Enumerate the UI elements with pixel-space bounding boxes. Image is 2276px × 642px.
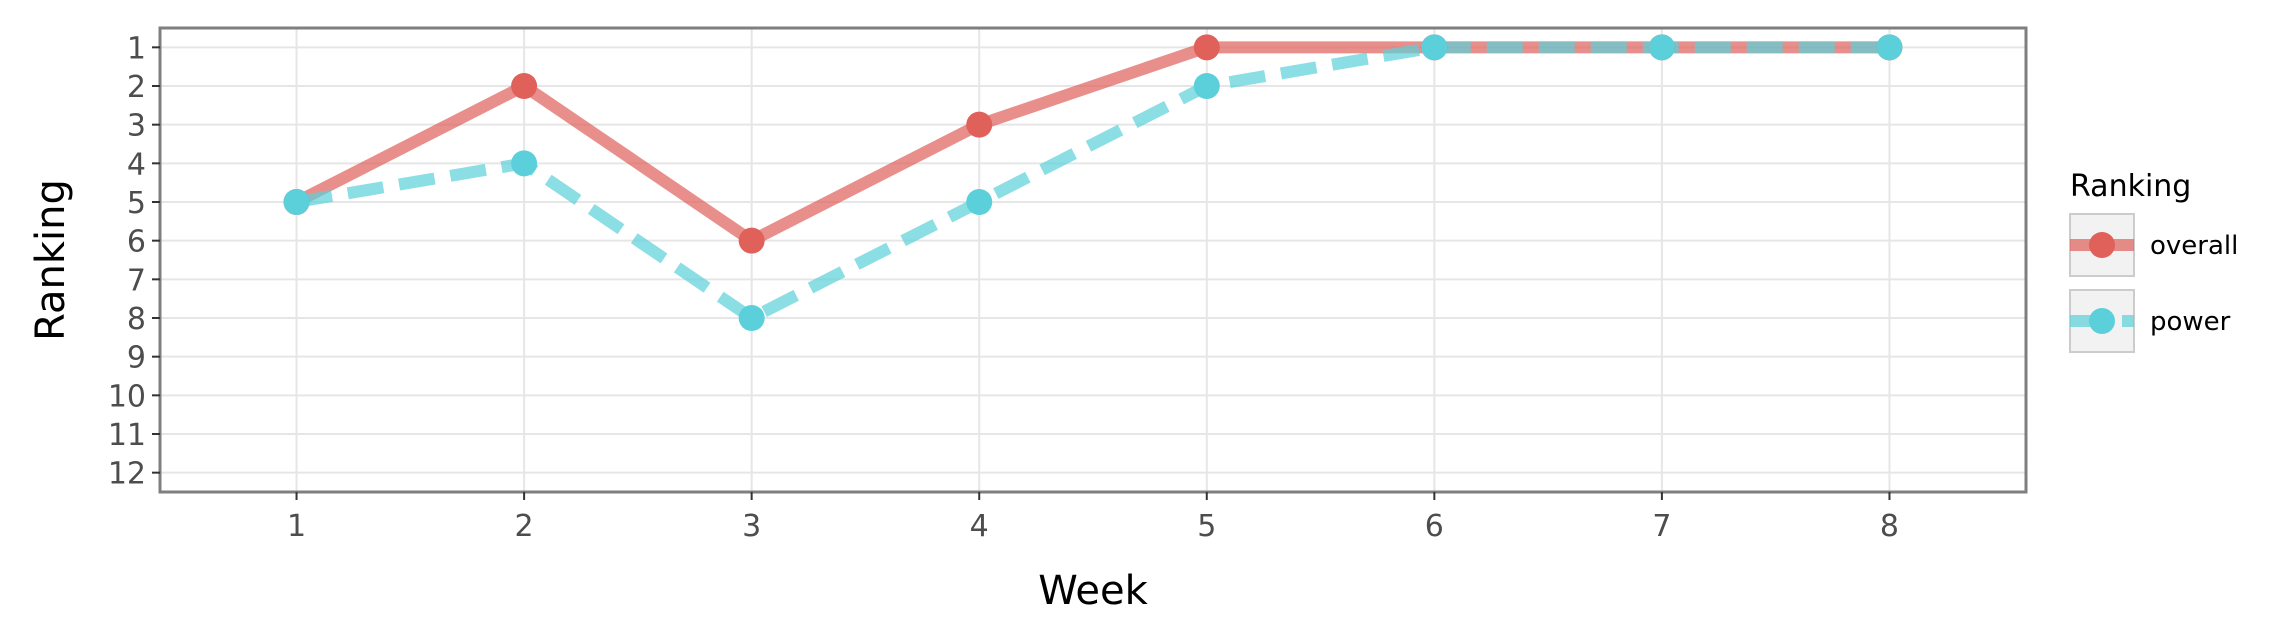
data-point-overall: [738, 227, 765, 254]
x-tick-label: 3: [742, 509, 761, 544]
legend-label: power: [2150, 307, 2231, 337]
legend-label: overall: [2150, 231, 2238, 261]
data-point-power: [1421, 34, 1448, 61]
y-tick-label: 9: [127, 341, 146, 376]
y-tick-label: 8: [127, 302, 146, 337]
data-point-power: [738, 305, 765, 331]
plot-panel: [160, 28, 2026, 492]
data-point-power: [1648, 34, 1675, 61]
x-axis-title: Week: [1038, 568, 1148, 614]
x-tick-label: 7: [1652, 509, 1671, 544]
data-point-overall: [511, 73, 538, 99]
y-tick-label: 4: [127, 147, 146, 182]
x-tick-label: 5: [1197, 509, 1216, 544]
plot-border: [158, 26, 2028, 494]
y-tick-label: 11: [108, 418, 146, 453]
data-point-overall: [1193, 34, 1220, 61]
y-tick-label: 10: [108, 379, 146, 414]
data-point-power: [1876, 34, 1903, 61]
y-tick-label: 7: [127, 263, 146, 298]
x-tick-label: 6: [1425, 509, 1444, 544]
x-axis: 1 2 3 4 5 6 7 8: [287, 492, 1899, 544]
y-tick-label: 5: [127, 186, 146, 221]
data-point-power: [966, 189, 993, 215]
series-line-power: [295, 41, 1890, 324]
y-tick-label: 6: [127, 225, 146, 260]
legend-key-point: [2089, 308, 2115, 334]
legend-key-point: [2089, 232, 2115, 258]
data-point-power: [283, 189, 310, 215]
x-tick-label: 1: [287, 509, 306, 544]
y-tick-label: 12: [108, 457, 146, 492]
y-axis-title: Ranking: [28, 179, 74, 341]
data-point-power: [1193, 73, 1220, 99]
series-lines: [293, 41, 1890, 324]
x-tick-label: 4: [970, 509, 989, 544]
x-tick-label: 2: [515, 509, 534, 544]
x-tick-label: 8: [1880, 509, 1899, 544]
legend-item-overall: overall: [2069, 213, 2238, 277]
y-tick-label: 3: [127, 109, 146, 144]
legend: Ranking overall power: [2069, 169, 2238, 353]
grid-lines: [160, 28, 2026, 492]
data-point-overall: [966, 111, 993, 138]
legend-title: Ranking: [2070, 169, 2191, 204]
legend-item-power: power: [2069, 289, 2231, 353]
data-point-power: [511, 150, 538, 177]
series-points: [283, 34, 1903, 331]
y-tick-label: 1: [127, 31, 146, 66]
y-tick-label: 2: [127, 70, 146, 105]
